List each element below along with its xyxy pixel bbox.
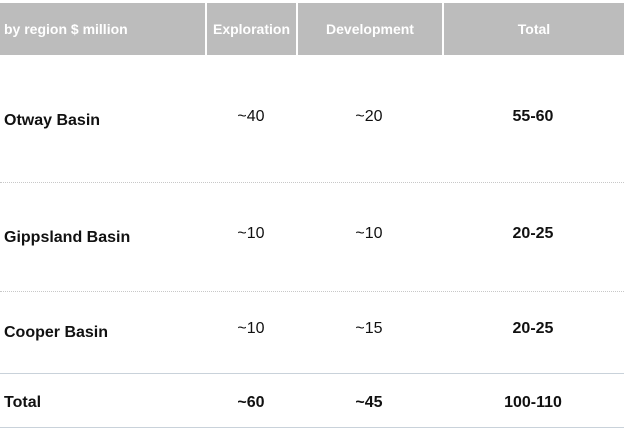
row-exploration: ~10 [237,225,265,242]
row-total: 20-25 [512,320,554,337]
total-development: ~45 [355,394,383,411]
row-development: ~15 [355,320,383,337]
total-divider [0,373,624,374]
header-region: by region $ million [0,3,205,55]
header-development: Development [298,3,442,55]
row-development: ~20 [355,108,383,125]
row-name: Gippsland Basin [4,229,131,246]
row-exploration: ~10 [237,320,265,337]
row-total: 20-25 [512,225,554,242]
header-exploration: Exploration [207,3,296,55]
total-total: 100-110 [504,394,562,411]
header-total: Total [444,3,624,55]
row-divider [0,291,624,292]
total-exploration: ~60 [237,394,265,411]
row-divider [0,182,624,183]
row-name: Otway Basin [4,112,101,129]
row-development: ~10 [355,225,383,242]
row-name: Cooper Basin [4,324,109,341]
table-header: by region $ million Exploration Developm… [0,3,624,55]
row-total: 55-60 [512,108,554,125]
row-exploration: ~40 [237,108,265,125]
total-row-name: Total [4,394,42,411]
bottom-divider [0,427,624,428]
